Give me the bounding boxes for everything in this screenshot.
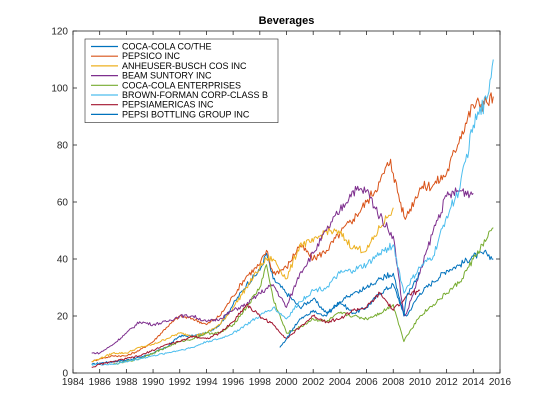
x-tick-label: 1998 xyxy=(249,377,272,388)
x-tick-label: 1986 xyxy=(89,377,112,388)
y-tick-label: 40 xyxy=(57,255,69,266)
x-axis: 1984 1986 1988 1990 1992 1994 1996 1998 2000 2002… xyxy=(62,31,512,388)
series-line xyxy=(91,289,421,368)
legend-label: PEPSI BOTTLING GROUP INC xyxy=(122,109,250,119)
x-tick-label: 2000 xyxy=(275,377,298,388)
y-tick-label: 0 xyxy=(62,369,68,380)
x-tick-label: 1990 xyxy=(142,377,165,388)
legend-label: ANHEUSER-BUSCH COS INC xyxy=(122,61,247,71)
legend-label: BROWN-FORMAN CORP-CLASS B xyxy=(122,90,268,100)
y-axis: 0 20 40 60 80 100 120 xyxy=(51,27,500,380)
x-tick-label: 1992 xyxy=(169,377,192,388)
y-tick-label: 60 xyxy=(57,198,69,209)
series-line xyxy=(91,249,494,366)
legend-box xyxy=(84,38,279,123)
legend-label: COCA-COLA CO/THE xyxy=(122,42,212,52)
x-tick-label: 1994 xyxy=(195,377,218,388)
x-tick-label: 1984 xyxy=(62,377,85,388)
series-line xyxy=(91,185,474,355)
series-line xyxy=(279,272,421,348)
series-line xyxy=(91,59,494,366)
x-tick-label: 1996 xyxy=(222,377,245,388)
y-tick-label: 80 xyxy=(57,141,69,152)
x-tick-label: 1988 xyxy=(115,377,138,388)
y-tick-label: 20 xyxy=(57,312,69,323)
series-line xyxy=(91,207,394,363)
y-tick-label: 100 xyxy=(51,84,68,95)
x-tick-label: 2012 xyxy=(436,377,459,388)
chart-title: Beverages xyxy=(259,15,315,27)
legend-label: COCA-COLA ENTERPRISES xyxy=(122,80,241,90)
x-tick-label: 2002 xyxy=(302,377,325,388)
x-tick-label: 2004 xyxy=(329,377,352,388)
legend-label: PEPSICO INC xyxy=(122,51,181,61)
x-tick-label: 2006 xyxy=(355,377,378,388)
x-tick-label: 2008 xyxy=(382,377,405,388)
series-line xyxy=(91,92,494,363)
x-tick-label: 2010 xyxy=(409,377,432,388)
legend-label: BEAM SUNTORY INC xyxy=(122,71,212,81)
legend-label: PEPSIAMERICAS INC xyxy=(122,100,214,110)
x-tick-label: 2014 xyxy=(462,377,485,388)
series-lines xyxy=(91,59,494,368)
x-tick-label: 2016 xyxy=(489,377,512,388)
y-tick-label: 120 xyxy=(51,27,68,38)
